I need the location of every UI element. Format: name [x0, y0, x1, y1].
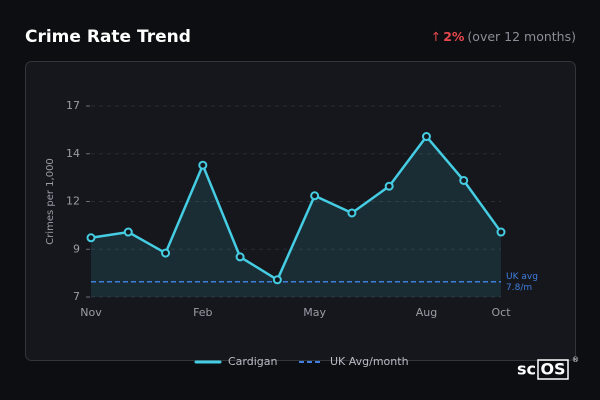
legend-label: Cardigan: [228, 355, 278, 368]
brand-box: [537, 359, 569, 380]
plot: Crimes per 1,000 7 9 12 14 17 Nov Feb May Aug Oct U…: [45, 99, 538, 319]
brand: sc OS ®: [517, 356, 579, 380]
change: ↑ 2% (over 12 months): [431, 29, 576, 44]
point: [384, 181, 394, 191]
x-tick-label: Aug: [416, 306, 437, 319]
point: [198, 160, 208, 170]
y-tick-label: 7: [73, 290, 80, 303]
y-tick-label: 12: [66, 195, 80, 208]
y-tick-label: 17: [66, 99, 80, 112]
legend-label: UK Avg/month: [330, 355, 409, 368]
legend: Cardigan UK Avg/month: [194, 355, 409, 368]
brand-mark: ®: [572, 356, 579, 364]
x-tick-label: May: [303, 306, 326, 319]
point: [347, 208, 357, 218]
point: [421, 132, 431, 142]
brand-prefix: sc: [517, 360, 536, 379]
change-arrow: ↑: [431, 29, 441, 44]
reference-label: 7.8/m: [506, 283, 532, 293]
x-tick-label: Oct: [491, 306, 511, 319]
x-tick-label: Feb: [193, 306, 212, 319]
point: [310, 191, 320, 201]
y-axis-label: Crimes per 1,000: [45, 158, 56, 245]
point: [235, 252, 245, 262]
brand-boxed: OS: [540, 360, 565, 379]
change-value: 2%: [443, 29, 465, 44]
point: [272, 275, 282, 285]
y-tick-label: 14: [66, 147, 80, 160]
point: [459, 175, 469, 185]
area-fill: [91, 136, 501, 297]
reference-label: UK avg: [506, 272, 538, 282]
point: [496, 227, 506, 237]
point: [86, 233, 96, 243]
point: [123, 227, 133, 237]
chart-card: [25, 61, 576, 361]
point: [161, 248, 171, 258]
change-note: (over 12 months): [467, 29, 576, 44]
line: [90, 135, 503, 282]
x-tick-label: Nov: [80, 306, 102, 319]
y-tick-label: 9: [73, 242, 80, 255]
title: Crime Rate Trend: [25, 27, 191, 47]
